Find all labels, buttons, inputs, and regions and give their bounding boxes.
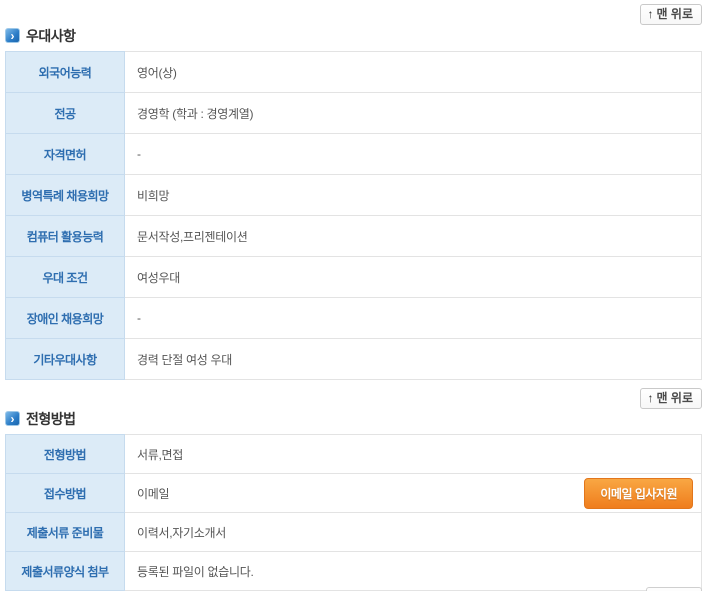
row-value: 서류,면접	[124, 434, 702, 474]
section-header-application-method: › 전형방법	[5, 410, 707, 427]
section-bullet-icon: ›	[5, 28, 20, 43]
row-value: 경력 단절 여성 우대	[124, 338, 702, 380]
table-row: 병역특례 채용희망 비희망	[5, 174, 702, 216]
table-row: 장애인 채용희망 -	[5, 297, 702, 339]
row-value: 등록된 파일이 없습니다.	[124, 551, 702, 591]
table-row: 접수방법 이메일 이메일 입사지원	[5, 473, 702, 513]
row-label: 외국어능력	[5, 51, 125, 93]
row-value: 영어(상)	[124, 51, 702, 93]
preferences-table: 외국어능력 영어(상) 전공 경영학 (학과 : 경영계열) 자격면허 - 병역…	[5, 51, 702, 380]
row-label: 컴퓨터 활용능력	[5, 215, 125, 257]
row-label: 기타우대사항	[5, 338, 125, 380]
row-label: 병역특례 채용희망	[5, 174, 125, 216]
section-title: 우대사항	[26, 27, 76, 44]
row-value-cell: 이메일 이메일 입사지원	[124, 473, 702, 513]
row-value: 경영학 (학과 : 경영계열)	[124, 92, 702, 134]
table-row: 기타우대사항 경력 단절 여성 우대	[5, 338, 702, 380]
up-arrow-icon: ↑	[647, 7, 654, 21]
email-apply-button[interactable]: 이메일 입사지원	[584, 477, 693, 509]
row-value: 여성우대	[124, 256, 702, 298]
row-value: 문서작성,프리젠테이션	[124, 215, 702, 257]
up-arrow-icon: ↑	[647, 391, 654, 405]
row-label: 접수방법	[5, 473, 125, 513]
row-label: 제출서류양식 첨부	[5, 551, 125, 591]
row-label: 제출서류 준비물	[5, 512, 125, 552]
row-label: 장애인 채용희망	[5, 297, 125, 339]
row-value: 비희망	[124, 174, 702, 216]
table-row: 컴퓨터 활용능력 문서작성,프리젠테이션	[5, 215, 702, 257]
application-method-table: 전형방법 서류,면접 접수방법 이메일 이메일 입사지원 제출서류 준비물 이력…	[5, 434, 702, 591]
row-label: 전형방법	[5, 434, 125, 474]
row-label: 우대 조건	[5, 256, 125, 298]
back-to-top-button-partial[interactable]	[646, 587, 702, 591]
section-title: 전형방법	[26, 410, 76, 427]
row-label: 자격면허	[5, 133, 125, 175]
row-label: 전공	[5, 92, 125, 134]
back-to-top-label: 맨 위로	[656, 7, 693, 21]
table-row: 외국어능력 영어(상)	[5, 51, 702, 93]
table-row: 제출서류 준비물 이력서,자기소개서	[5, 512, 702, 552]
table-row: 제출서류양식 첨부 등록된 파일이 없습니다.	[5, 551, 702, 591]
table-row: 자격면허 -	[5, 133, 702, 175]
back-to-top-button[interactable]: ↑ 맨 위로	[639, 4, 702, 25]
back-to-top-button[interactable]: ↑ 맨 위로	[639, 388, 702, 409]
row-value: 이메일	[137, 486, 170, 501]
table-row: 전형방법 서류,면접	[5, 434, 702, 474]
row-value: -	[124, 133, 702, 175]
topbar: ↑ 맨 위로	[0, 0, 707, 25]
section-header-preferences: › 우대사항	[5, 27, 707, 44]
back-to-top-label: 맨 위로	[656, 391, 693, 405]
table-row: 전공 경영학 (학과 : 경영계열)	[5, 92, 702, 134]
table-row: 우대 조건 여성우대	[5, 256, 702, 298]
section-bullet-icon: ›	[5, 411, 20, 426]
row-value: -	[124, 297, 702, 339]
row-value: 이력서,자기소개서	[124, 512, 702, 552]
topbar: ↑ 맨 위로	[0, 380, 707, 409]
